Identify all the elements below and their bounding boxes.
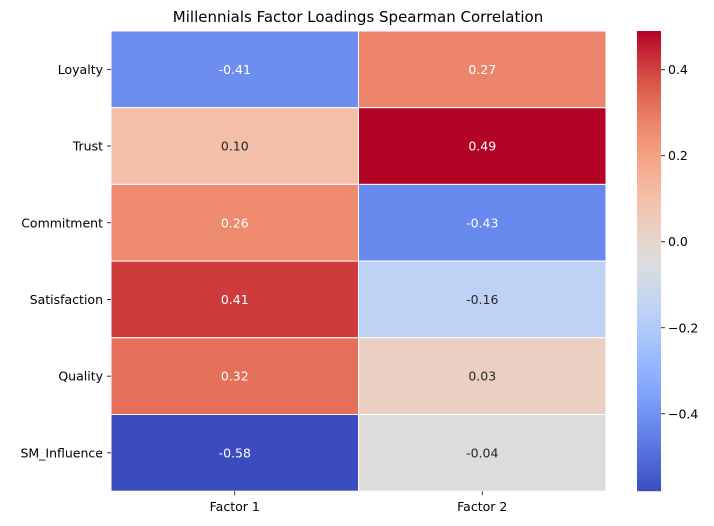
cell-value-label: 0.32	[221, 369, 249, 384]
heatmap-cell	[358, 183, 607, 262]
row-label: Trust	[72, 139, 103, 154]
cell-value-label: -0.16	[466, 292, 498, 307]
cell-value-label: 0.26	[221, 215, 249, 230]
cell-value-label: -0.04	[466, 445, 498, 460]
row-label: Satisfaction	[30, 292, 103, 307]
heatmap-cell	[358, 414, 607, 492]
row-labels: Loyalty Trust Commitment Satisfaction Qualit…	[20, 62, 111, 460]
cell-value-label: 0.41	[221, 292, 249, 307]
heatmap-cell	[358, 107, 607, 185]
heatmap-cell	[110, 107, 359, 185]
heatmap-cell	[358, 337, 607, 415]
cell-value-label: -0.43	[466, 215, 498, 230]
heatmap-cells: -0.41 0.27 0.10 0.49 0.26 -0.43 0.41 -0.16 0.32 0…	[110, 30, 607, 492]
colorbar: 0.4 0.2 0.0 −0.2 −0.4	[637, 31, 698, 492]
row-label: Commitment	[21, 215, 103, 230]
heatmap-cell	[110, 30, 359, 109]
column-label: Factor 1	[210, 499, 260, 514]
colorbar-tick-label: −0.2	[668, 320, 698, 335]
cell-value-label: 0.49	[468, 139, 496, 154]
colorbar-tick-label: 0.2	[668, 148, 688, 163]
column-label: Factor 2	[457, 499, 507, 514]
chart-title: Millennials Factor Loadings Spearman Cor…	[173, 8, 543, 26]
cell-value-label: -0.58	[219, 445, 251, 460]
colorbar-tick-label: 0.0	[668, 234, 688, 249]
cell-value-label: 0.10	[221, 139, 249, 154]
heatmap-cell	[358, 30, 607, 109]
column-labels: Factor 1 Factor 2	[210, 491, 507, 514]
row-label: Quality	[58, 369, 103, 384]
heatmap-cell	[110, 183, 359, 262]
cell-value-label: 0.03	[468, 369, 496, 384]
row-label: SM_Influence	[20, 445, 103, 460]
colorbar-gradient	[637, 31, 661, 492]
colorbar-tick-label: −0.4	[668, 406, 698, 421]
colorbar-tick-label: 0.4	[668, 62, 688, 77]
cell-value-label: -0.41	[219, 62, 251, 77]
colorbar-ticks: 0.4 0.2 0.0 −0.2 −0.4	[661, 62, 698, 421]
heatmap-cell	[358, 260, 607, 339]
row-label: Loyalty	[58, 62, 104, 77]
cell-value-label: 0.27	[468, 62, 496, 77]
